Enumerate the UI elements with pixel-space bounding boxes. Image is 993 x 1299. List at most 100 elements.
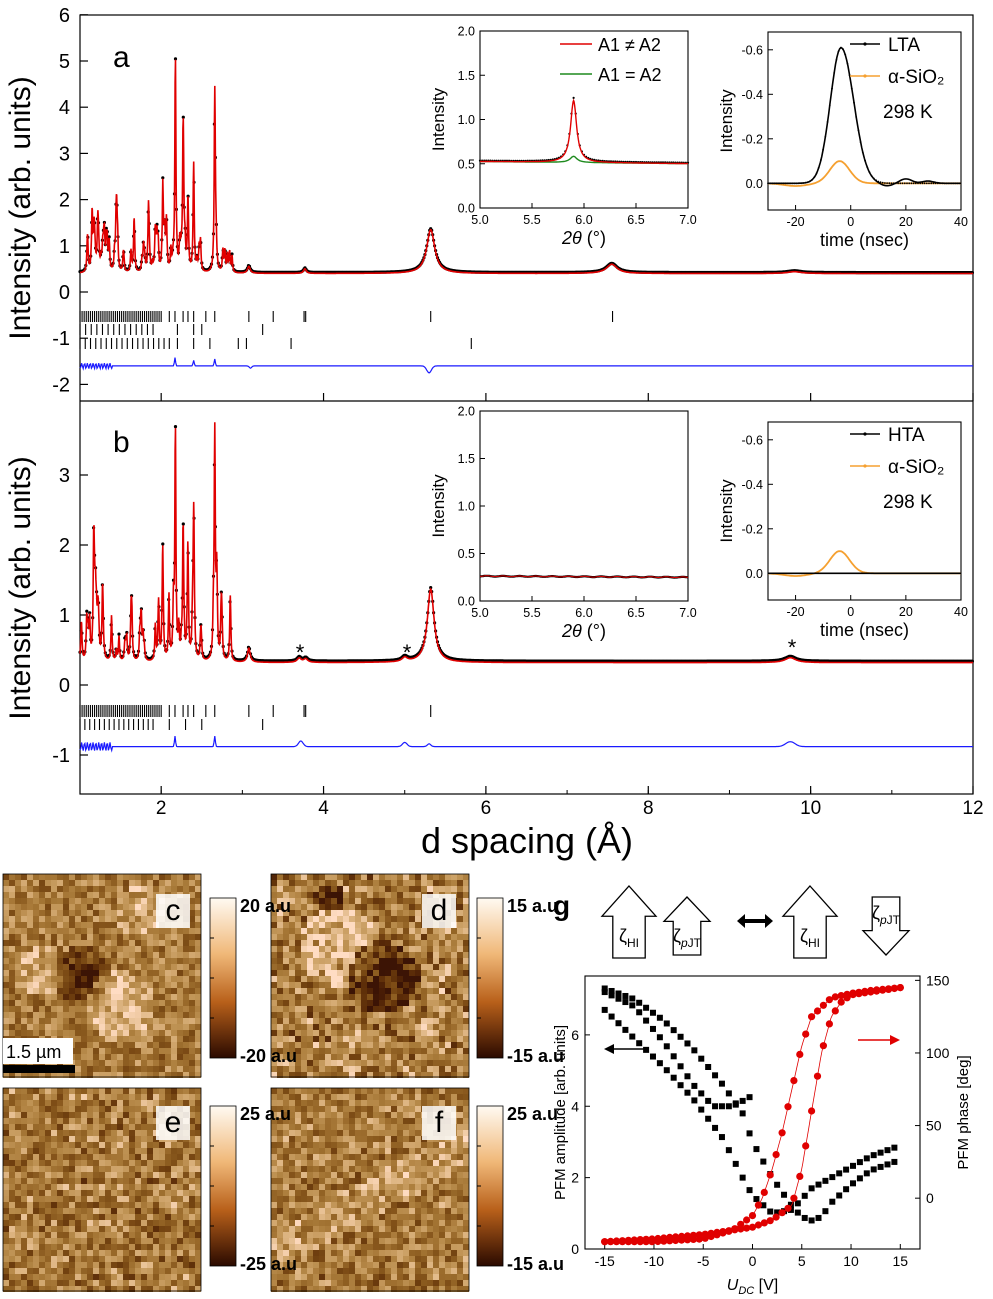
- afm-pixel: [15, 904, 21, 910]
- afm-pixel: [277, 922, 283, 928]
- afm-pixel: [9, 892, 15, 898]
- afm-pixel: [403, 940, 409, 946]
- afm-pixel: [87, 1112, 93, 1118]
- afm-pixel: [159, 1060, 165, 1066]
- afm-pixel: [153, 946, 159, 952]
- afm-pixel: [81, 1130, 87, 1136]
- afm-pixel: [135, 1024, 141, 1030]
- afm-pixel: [57, 1100, 63, 1106]
- afm-pixel: [171, 988, 177, 994]
- lta-point: [959, 182, 961, 185]
- afm-pixel: [171, 874, 177, 880]
- afm-pixel: [403, 1018, 409, 1024]
- afm-pixel: [21, 958, 27, 964]
- afm-pixel: [159, 976, 165, 982]
- afm-pixel: [307, 970, 313, 976]
- afm-pixel: [75, 1118, 81, 1124]
- afm-pixel: [135, 910, 141, 916]
- afm-pixel: [171, 1042, 177, 1048]
- afm-pixel: [189, 886, 195, 892]
- afm-pixel: [57, 1130, 63, 1136]
- afm-pixel: [171, 1012, 177, 1018]
- afm-pixel: [295, 1006, 301, 1012]
- afm-pixel: [75, 874, 81, 880]
- lta-point: [842, 48, 844, 50]
- difference-curve: [79, 736, 973, 753]
- afm-pixel: [117, 994, 123, 1000]
- afm-pixel: [415, 910, 421, 916]
- afm-pixel: [391, 1060, 397, 1066]
- afm-pixel: [427, 934, 433, 940]
- afm-pixel: [153, 928, 159, 934]
- afm-pixel: [51, 1030, 57, 1036]
- afm-pixel: [15, 958, 21, 964]
- afm-pixel: [415, 916, 421, 922]
- afm-pixel: [147, 1130, 153, 1136]
- afm-pixel: [75, 1054, 81, 1060]
- afm-pixel: [135, 1124, 141, 1130]
- afm-pixel: [99, 880, 105, 886]
- afm-pixel: [433, 988, 439, 994]
- afm-pixel: [367, 1054, 373, 1060]
- afm-pixel: [349, 964, 355, 970]
- afm-pixel: [33, 1118, 39, 1124]
- afm-pixel: [337, 988, 343, 994]
- afm-pixel: [183, 946, 189, 952]
- afm-pixel: [391, 1018, 397, 1024]
- afm-pixel: [177, 976, 183, 982]
- afm-pixel: [171, 1048, 177, 1054]
- afm-pixel: [313, 1018, 319, 1024]
- afm-pixel: [93, 1094, 99, 1100]
- afm-pixel: [123, 1112, 129, 1118]
- afm-pixel: [87, 1036, 93, 1042]
- afm-pixel: [129, 1130, 135, 1136]
- afm-pixel: [463, 904, 469, 910]
- afm-pixel: [463, 928, 469, 934]
- afm-pixel: [93, 1118, 99, 1124]
- inset-x-tick-label: 6.5: [627, 213, 644, 227]
- lta-point: [798, 182, 800, 185]
- afm-pixel: [171, 946, 177, 952]
- afm-pixel: [129, 892, 135, 898]
- afm-pixel: [93, 1012, 99, 1018]
- afm-pixel: [403, 964, 409, 970]
- afm-pixel: [307, 922, 313, 928]
- afm-pixel: [129, 976, 135, 982]
- afm-pixel: [105, 988, 111, 994]
- afm-pixel: [69, 946, 75, 952]
- afm-pixel: [45, 1006, 51, 1012]
- afm-pixel: [135, 958, 141, 964]
- afm-pixel: [141, 1130, 147, 1136]
- afm-pixel: [129, 1106, 135, 1112]
- afm-pixel: [87, 982, 93, 988]
- afm-pixel: [325, 1066, 331, 1072]
- afm-pixel: [69, 1094, 75, 1100]
- afm-pixel: [9, 982, 15, 988]
- afm-pixel: [99, 1088, 105, 1094]
- afm-pixel: [45, 1100, 51, 1106]
- afm-pixel: [39, 952, 45, 958]
- afm-pixel: [433, 1060, 439, 1066]
- lta-point: [775, 182, 778, 185]
- afm-pixel: [135, 982, 141, 988]
- afm-pixel: [51, 964, 57, 970]
- afm-pixel: [415, 934, 421, 940]
- afm-pixel: [373, 1012, 379, 1018]
- afm-pixel: [451, 988, 457, 994]
- afm-pixel: [39, 1124, 45, 1130]
- afm-pixel: [63, 1006, 69, 1012]
- afm-pixel: [195, 994, 201, 1000]
- afm-pixel: [81, 874, 87, 880]
- afm-pixel: [15, 898, 21, 904]
- afm-pixel: [123, 874, 129, 880]
- afm-pixel: [99, 1042, 105, 1048]
- afm-pixel: [385, 940, 391, 946]
- afm-pixel: [135, 1094, 141, 1100]
- afm-pixel: [57, 994, 63, 1000]
- afm-pixel: [81, 1136, 87, 1142]
- afm-pixel: [283, 1066, 289, 1072]
- afm-pixel: [373, 958, 379, 964]
- afm-pixel: [463, 1030, 469, 1036]
- afm-pixel: [331, 988, 337, 994]
- afm-pixel: [99, 1018, 105, 1024]
